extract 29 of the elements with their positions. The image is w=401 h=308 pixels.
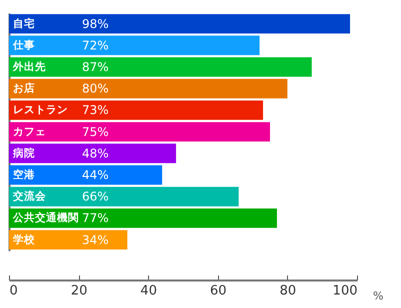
y-tick-label: 学校 — [13, 232, 36, 246]
x-tick-label: 60 — [210, 284, 227, 298]
y-tick-label: 交流会 — [12, 190, 47, 203]
x-tick-label: 40 — [140, 284, 157, 298]
y-tick-label: お店 — [13, 82, 35, 95]
y-tick-label: カフェ — [13, 126, 46, 138]
data-label: 75% — [82, 124, 109, 139]
y-tick-label: 病院 — [12, 146, 35, 160]
data-label: 87% — [82, 60, 109, 74]
y-tick-label: 空港 — [13, 168, 36, 181]
data-label: 48% — [82, 146, 109, 160]
data-label: 73% — [82, 103, 109, 118]
data-label: 66% — [82, 190, 109, 204]
y-tick-label: 公共交通機関 — [12, 211, 79, 224]
data-label: 80% — [82, 82, 109, 96]
x-axis-title: % — [373, 290, 384, 302]
y-tick-label: 自宅 — [13, 16, 35, 30]
x-tick-label: 20 — [70, 284, 88, 298]
data-label: 34% — [82, 232, 109, 247]
data-label: 77% — [82, 211, 109, 226]
x-tick-label: 100 — [332, 284, 358, 298]
x-tick-label: 0 — [10, 284, 18, 298]
x-tick-label: 80 — [280, 284, 296, 298]
data-label: 44% — [82, 168, 109, 182]
data-label: 72% — [82, 38, 109, 52]
y-tick-label: 外出先 — [12, 60, 46, 73]
y-tick-label: レストラン — [13, 104, 68, 116]
data-label: 98% — [82, 16, 109, 31]
y-tick-label: 仕事 — [12, 38, 35, 52]
